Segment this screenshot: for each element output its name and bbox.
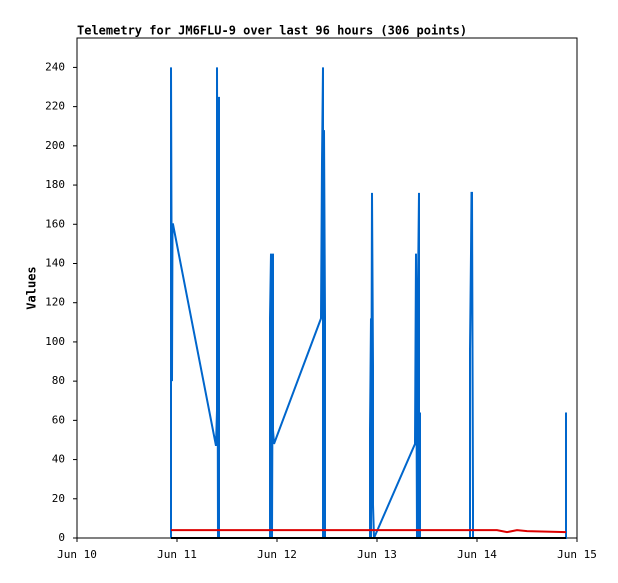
x-tick-label: Jun 15	[557, 548, 597, 561]
x-tick-label: Jun 10	[57, 548, 97, 561]
y-tick-label: 220	[45, 100, 65, 113]
y-tick-label: 40	[52, 453, 65, 466]
y-tick-label: 60	[52, 413, 65, 426]
y-tick-label: 240	[45, 60, 65, 73]
chart-title: Telemetry for JM6FLU-9 over last 96 hour…	[77, 24, 467, 38]
y-tick-label: 120	[45, 296, 65, 309]
y-tick-label: 140	[45, 256, 65, 269]
y-tick-label: 80	[52, 374, 65, 387]
y-tick-label: 160	[45, 217, 65, 230]
y-axis-label: Values	[25, 266, 39, 309]
y-tick-label: 20	[52, 492, 65, 505]
y-tick-label: 180	[45, 178, 65, 191]
x-tick-label: Jun 11	[157, 548, 197, 561]
series-line	[170, 67, 567, 539]
x-tick-label: Jun 13	[357, 548, 397, 561]
y-tick-label: 200	[45, 139, 65, 152]
plot-area	[76, 37, 578, 539]
y-tick-label: 100	[45, 335, 65, 348]
x-tick-label: Jun 14	[457, 548, 497, 561]
x-tick-label: Jun 12	[257, 548, 297, 561]
series-line	[171, 529, 567, 534]
y-tick-label: 0	[58, 531, 65, 544]
